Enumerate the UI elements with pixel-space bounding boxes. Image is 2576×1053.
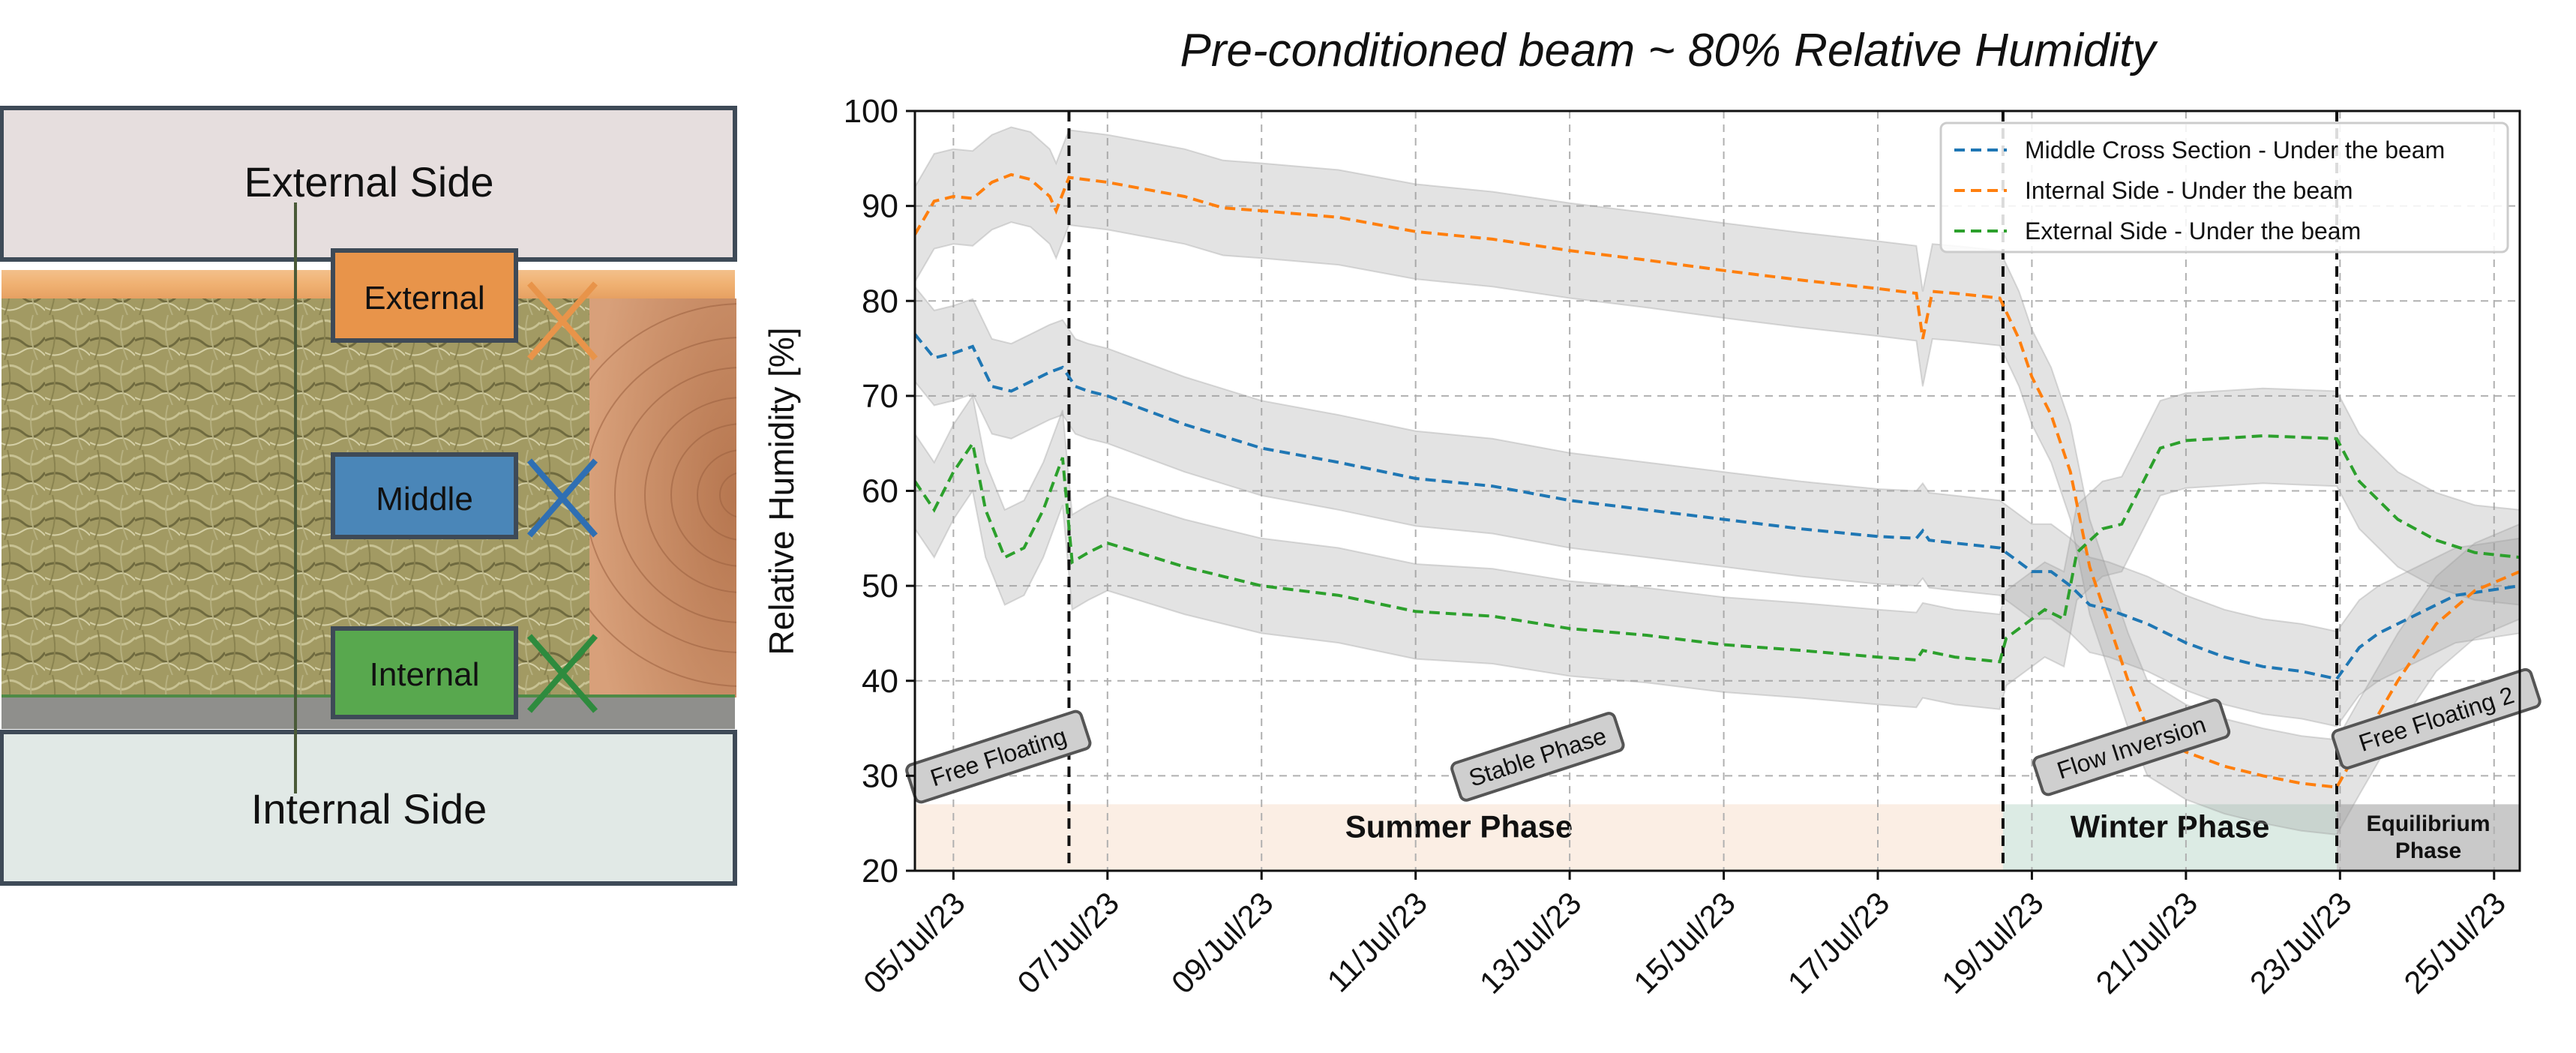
- internal-side-label: Internal Side: [251, 785, 487, 832]
- y-tick-label: 70: [862, 378, 898, 415]
- chart-title: Pre-conditioned beam ~ 80% Relative Humi…: [1180, 25, 2159, 76]
- cross-section-diagram: External Side Internal Side External Mid…: [0, 106, 737, 886]
- phase-band-1: [2002, 804, 2338, 871]
- internal-side-zone: [0, 730, 737, 886]
- y-tick-label: 100: [844, 93, 898, 130]
- phase-band-label: Winter Phase: [2071, 809, 2270, 844]
- legend-label-1: Internal Side - Under the beam: [2025, 177, 2353, 204]
- legend: Middle Cross Section - Under the beam Int…: [1939, 122, 2509, 254]
- sensor-external-cross: [526, 281, 598, 361]
- annotation-box: [905, 710, 1092, 804]
- legend-label-0: Middle Cross Section - Under the beam: [2025, 136, 2445, 164]
- x-tick-label: 13/Jul/23: [1473, 885, 1588, 1000]
- sensor-middle: Middle: [331, 452, 598, 539]
- uncertainty-bands: [915, 126, 2520, 836]
- x-tick-label: 23/Jul/23: [2243, 885, 2359, 1000]
- uncertainty-band-1: [915, 126, 2520, 836]
- x-tick-label: 09/Jul/23: [1165, 885, 1280, 1000]
- phase-band-label: Summer Phase: [1345, 809, 1573, 844]
- phase-annotation-0: Free Floating: [905, 710, 1092, 804]
- y-tick-label: 60: [862, 473, 898, 510]
- series-line-1: [915, 172, 2520, 789]
- x-tick-label: 05/Jul/23: [856, 885, 972, 1000]
- annotation-box: [2032, 698, 2231, 796]
- phase-band-2: [2337, 804, 2520, 871]
- external-side-zone: [0, 106, 737, 262]
- y-tick-label: 20: [862, 853, 898, 890]
- x-tick-label: 19/Jul/23: [1935, 885, 2050, 1000]
- annotation-box: [1450, 712, 1625, 802]
- sensor-middle-label: Middle: [376, 481, 473, 518]
- y-tick-label: 80: [862, 283, 898, 320]
- y-tick-label: 50: [862, 568, 898, 604]
- legend-box: [1939, 122, 2509, 254]
- sensor-external: External: [331, 248, 598, 361]
- legend-label-2: External Side - Under the beam: [2025, 218, 2361, 244]
- sensor-external-label: External: [364, 280, 484, 316]
- sensor-internal-cross: [526, 634, 598, 713]
- y-axis-ticks: 20 30 40 50 60 70 80 90 100: [844, 93, 915, 890]
- x-tick-label: 11/Jul/23: [1320, 885, 1434, 999]
- x-axis-ticks: 05/Jul/23 07/Jul/23 09/Jul/23 11/Jul/23 13/J…: [856, 871, 2512, 1000]
- series-lines: [915, 172, 2520, 789]
- x-tick-label: 21/Jul/23: [2089, 885, 2204, 1000]
- x-tick-label: 15/Jul/23: [1627, 885, 1742, 1000]
- annotation-box: [2331, 668, 2542, 770]
- sensor-middle-cross: [526, 458, 598, 538]
- x-tick-label: 07/Jul/23: [1010, 885, 1126, 1000]
- phase-annotation-1: Stable Phase: [1450, 712, 1625, 802]
- uncertainty-band-2: [915, 387, 2520, 710]
- phase-band-label: Phase: [2395, 838, 2461, 863]
- phase-band-0: [915, 804, 2003, 871]
- uncertainty-band-0: [915, 285, 2520, 728]
- y-axis-label: Relative Humidity [%]: [762, 327, 801, 655]
- series-line-0: [915, 333, 2520, 681]
- x-tick-label: 17/Jul/23: [1781, 885, 1897, 1000]
- sensor-internal-label: Internal: [370, 656, 480, 693]
- phase-band-label: Equilibrium: [2367, 812, 2491, 836]
- y-tick-label: 90: [862, 188, 898, 225]
- series-line-2: [915, 434, 2520, 664]
- y-tick-label: 40: [862, 663, 898, 700]
- x-tick-label: 25/Jul/23: [2397, 885, 2512, 1000]
- y-tick-label: 30: [862, 758, 898, 794]
- external-side-label: External Side: [244, 158, 493, 206]
- sensor-internal: Internal: [331, 626, 598, 719]
